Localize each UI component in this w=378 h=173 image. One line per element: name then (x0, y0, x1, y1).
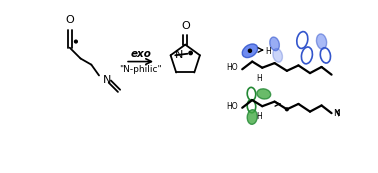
Ellipse shape (316, 34, 327, 49)
Text: O: O (65, 15, 74, 25)
Ellipse shape (273, 49, 282, 62)
Ellipse shape (257, 89, 271, 99)
Text: H: H (256, 112, 262, 121)
Circle shape (74, 40, 77, 43)
Text: HO: HO (226, 102, 238, 111)
Text: O: O (181, 21, 190, 31)
Text: "N-philic": "N-philic" (119, 65, 162, 74)
Circle shape (248, 49, 251, 52)
Circle shape (189, 51, 192, 55)
Text: N: N (333, 109, 340, 118)
Text: H: H (265, 47, 271, 56)
Text: H: H (256, 74, 262, 83)
Text: HO: HO (226, 63, 238, 72)
Ellipse shape (247, 110, 257, 124)
Text: exo: exo (130, 49, 151, 59)
Circle shape (285, 108, 288, 111)
Ellipse shape (270, 37, 279, 51)
Text: N: N (102, 75, 111, 85)
Text: N: N (175, 50, 183, 60)
Ellipse shape (242, 44, 258, 58)
